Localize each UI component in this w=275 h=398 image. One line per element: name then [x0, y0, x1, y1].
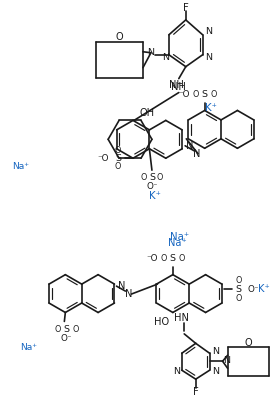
- Text: S: S: [63, 325, 69, 334]
- Text: O: O: [236, 294, 242, 302]
- Text: N: N: [125, 289, 132, 299]
- Text: N: N: [193, 149, 201, 159]
- Text: O: O: [115, 162, 121, 171]
- Text: O⁻: O⁻: [146, 181, 158, 191]
- Text: O⁻: O⁻: [60, 334, 72, 343]
- Text: O⁻: O⁻: [248, 285, 259, 294]
- Text: N: N: [118, 281, 125, 291]
- Text: O: O: [236, 276, 242, 285]
- Text: N: N: [212, 367, 219, 376]
- Text: N: N: [186, 141, 194, 151]
- Text: N: N: [212, 347, 219, 356]
- Text: N: N: [147, 48, 155, 57]
- Text: O: O: [161, 254, 167, 263]
- Text: ⁻O: ⁻O: [178, 90, 190, 99]
- Text: Na⁺: Na⁺: [168, 238, 187, 248]
- Text: O: O: [54, 325, 60, 334]
- Text: O: O: [115, 32, 123, 42]
- Text: Na⁺: Na⁺: [12, 162, 29, 171]
- Text: O: O: [178, 254, 185, 263]
- Text: Na⁺: Na⁺: [170, 232, 189, 242]
- Text: S: S: [149, 173, 155, 181]
- Text: S: S: [115, 154, 121, 163]
- Text: ⁻O: ⁻O: [146, 254, 158, 263]
- Text: N: N: [223, 356, 230, 365]
- Text: N: N: [173, 367, 180, 376]
- Text: O: O: [192, 90, 199, 99]
- Text: S: S: [170, 254, 176, 263]
- Text: O: O: [115, 146, 121, 155]
- Text: HO: HO: [154, 318, 169, 328]
- Text: Na⁺: Na⁺: [20, 343, 37, 352]
- Text: OH: OH: [140, 108, 155, 119]
- Text: F: F: [193, 387, 199, 397]
- Text: F: F: [183, 3, 189, 13]
- Text: K⁺: K⁺: [258, 284, 270, 294]
- Text: O: O: [141, 173, 147, 181]
- Text: K⁺: K⁺: [205, 103, 217, 113]
- Text: ⁻O: ⁻O: [98, 154, 109, 163]
- Text: NH: NH: [171, 82, 186, 92]
- Text: O: O: [72, 325, 78, 334]
- Text: N: N: [205, 27, 212, 36]
- Text: S: S: [202, 90, 208, 99]
- Text: O: O: [245, 338, 252, 348]
- Text: N: N: [162, 53, 169, 62]
- Text: K⁺: K⁺: [149, 191, 161, 201]
- Text: N: N: [205, 53, 212, 62]
- Text: S: S: [236, 285, 242, 294]
- Text: O: O: [210, 90, 217, 99]
- Text: O: O: [157, 173, 163, 181]
- Text: HN: HN: [174, 313, 189, 323]
- Text: NH: NH: [169, 80, 184, 90]
